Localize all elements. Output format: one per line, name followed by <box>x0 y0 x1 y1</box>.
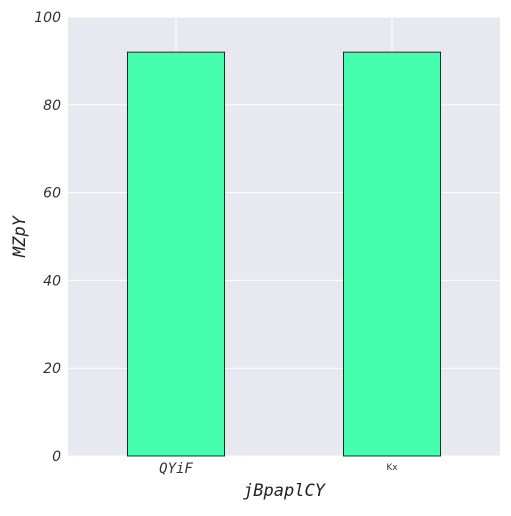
y-tick-label: 0 <box>52 449 61 465</box>
bar <box>342 51 441 457</box>
x-tick-label: Kx <box>386 463 398 473</box>
x-tick-label: QYiF <box>159 461 193 477</box>
y-tick-label: 100 <box>34 10 61 26</box>
y-axis-title: MZpY <box>10 214 30 258</box>
y-tick-labels: 0 20 40 60 80 100 <box>34 10 61 465</box>
y-tick-label: 60 <box>43 186 61 202</box>
x-axis-title: jBpaplCY <box>243 481 327 501</box>
y-tick-label: 20 <box>43 361 61 377</box>
x-tick-labels: QYiF Kx <box>159 461 398 477</box>
y-tick-label: 80 <box>43 98 61 114</box>
bars <box>127 51 441 457</box>
y-tick-label: 40 <box>43 273 61 289</box>
bar <box>127 51 225 457</box>
